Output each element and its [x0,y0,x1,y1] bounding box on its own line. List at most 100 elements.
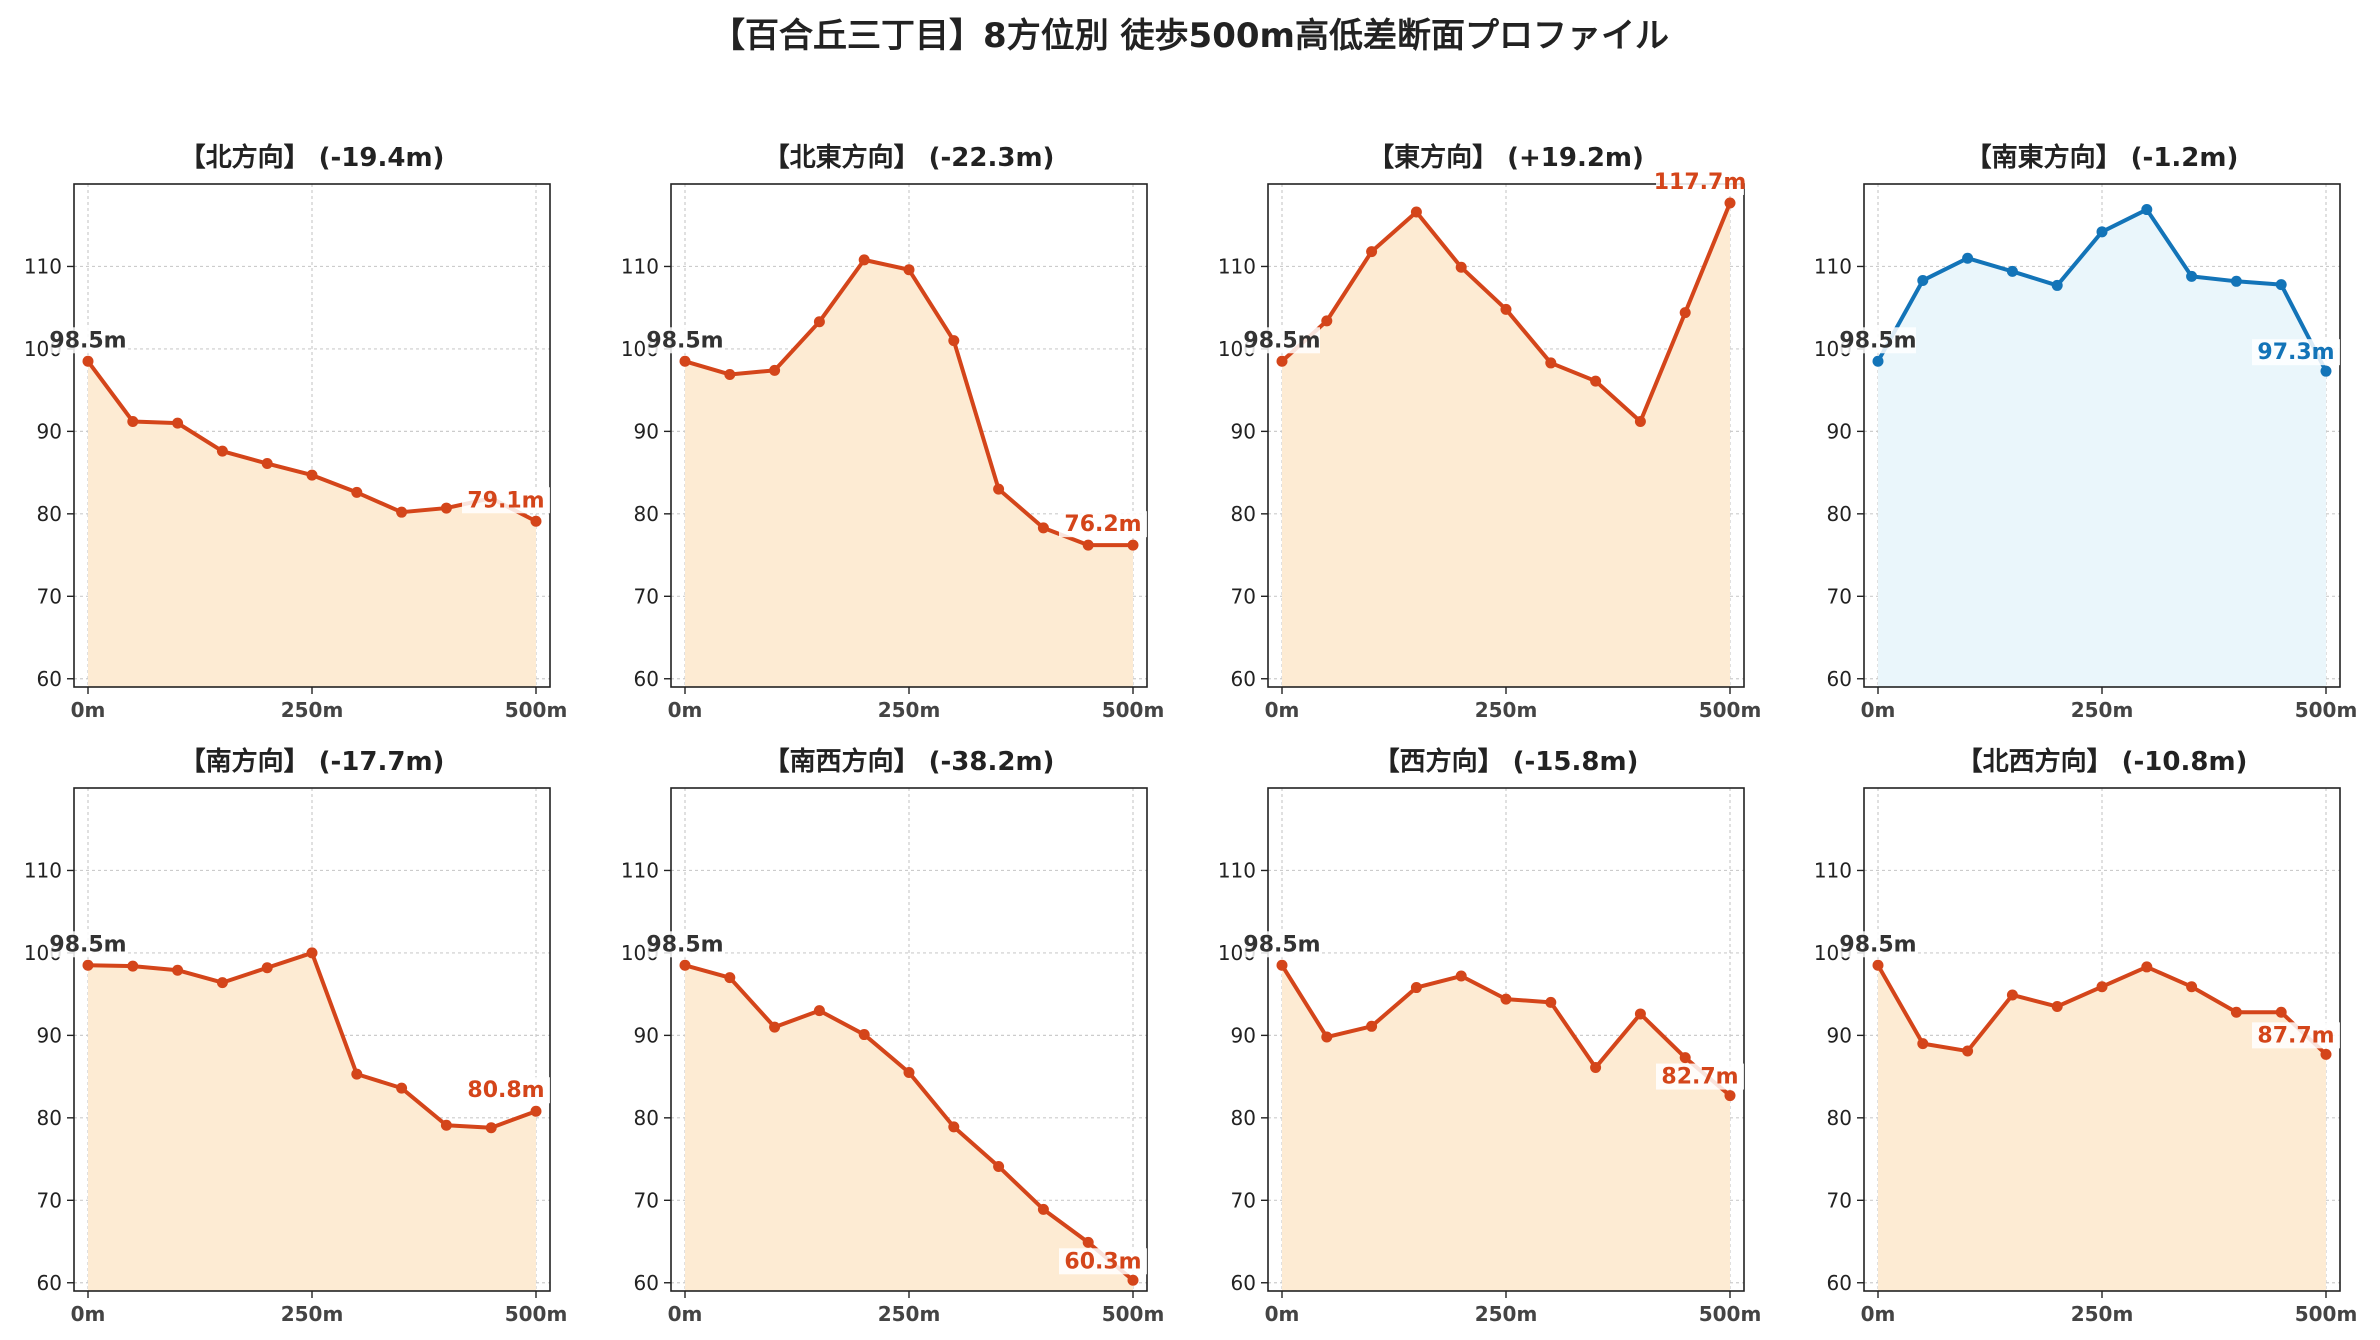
start-elevation-label: 98.5m [49,932,126,957]
y-tick-label: 80 [634,1106,659,1130]
end-label-bg [1656,168,1744,195]
panel-title: 【北東方向】 (-22.3m) [764,142,1055,173]
end-elevation-label: 87.7m [2257,1023,2334,1048]
y-tick-label: 110 [1218,858,1256,882]
data-point [2096,981,2108,993]
x-tick-label: 0m [71,1302,106,1326]
start-label-bg [1242,327,1320,354]
data-point [1634,1008,1646,1020]
panel-title: 【南西方向】 (-38.2m) [764,746,1055,777]
data-point [2141,204,2153,216]
data-point [306,947,318,959]
y-tick-label: 110 [621,254,659,278]
end-label-bg [462,487,550,514]
y-tick-label: 80 [1231,1106,1256,1130]
data-point [1276,959,1288,971]
data-point [1410,982,1422,994]
data-point [2006,265,2018,277]
start-label-bg [645,327,723,354]
data-point [1037,1203,1049,1215]
area-fill [1878,209,2326,687]
data-point [1962,1045,1974,1057]
y-tick-label: 80 [37,1106,62,1130]
data-point [1455,261,1467,273]
data-point [2230,1006,2242,1018]
y-tick-label: 80 [1827,502,1852,526]
data-point [1366,1020,1378,1032]
x-tick-label: 250m [281,698,344,722]
x-tick-label: 500m [2295,1302,2358,1326]
data-point [351,1068,363,1080]
data-point [1917,274,1929,286]
y-tick-label: 80 [1827,1106,1852,1130]
data-point [993,1160,1005,1172]
data-point [2006,989,2018,1001]
y-tick-label: 110 [24,254,62,278]
y-tick-label: 110 [1814,254,1852,278]
x-tick-label: 250m [1475,698,1538,722]
x-tick-label: 0m [668,698,703,722]
start-label-bg [48,931,126,958]
end-elevation-label: 76.2m [1064,512,1141,537]
chart-main-title: 【百合丘三丁目】8方位別 徒歩500m高低差断面プロファイル [711,16,1669,56]
y-tick-label: 90 [1231,1023,1256,1047]
data-point [679,959,691,971]
start-label-bg [1838,931,1916,958]
end-label-bg [1656,1063,1744,1090]
data-point [1082,1236,1094,1248]
y-tick-label: 110 [621,858,659,882]
data-point [440,502,452,514]
data-point [351,486,363,498]
y-tick-label: 60 [37,667,62,691]
data-point [1455,970,1467,982]
x-tick-label: 250m [2071,698,2134,722]
end-elevation-label: 97.3m [2257,340,2334,365]
y-tick-label: 60 [37,1271,62,1295]
data-point [1127,539,1139,551]
data-point [2051,279,2063,291]
y-tick-label: 60 [1827,1271,1852,1295]
y-tick-label: 90 [1827,419,1852,443]
x-tick-label: 500m [1699,1302,1762,1326]
y-tick-label: 80 [37,502,62,526]
data-point [903,1066,915,1078]
data-point [679,355,691,367]
y-tick-label: 70 [1231,584,1256,608]
end-elevation-label: 60.3m [1064,1249,1141,1274]
data-point [769,1021,781,1033]
data-point [396,1082,408,1094]
start-label-bg [1242,931,1320,958]
start-elevation-label: 98.5m [1243,328,1320,353]
data-point [813,316,825,328]
y-tick-label: 110 [1814,858,1852,882]
end-label-bg [1059,511,1147,538]
data-point [127,415,139,427]
end-elevation-label: 82.7m [1661,1065,1738,1090]
x-tick-label: 0m [1265,1302,1300,1326]
area-fill [88,361,536,687]
panel-title: 【東方向】 (+19.2m) [1368,142,1644,173]
data-point [1724,1090,1736,1102]
data-point [1545,996,1557,1008]
panel-title: 【南東方向】 (-1.2m) [1966,142,2239,173]
data-point [993,483,1005,495]
x-tick-label: 500m [2295,698,2358,722]
end-elevation-label: 117.7m [1654,170,1747,195]
data-point [858,1029,870,1041]
data-point [2320,365,2332,377]
data-point [1872,355,1884,367]
end-label-bg [2252,339,2340,366]
data-point [306,469,318,481]
data-point [1500,303,1512,315]
data-point [1500,993,1512,1005]
x-tick-label: 0m [1265,698,1300,722]
data-point [2141,961,2153,973]
y-tick-label: 90 [1231,419,1256,443]
data-point [1321,1031,1333,1043]
start-elevation-label: 98.5m [1839,328,1916,353]
